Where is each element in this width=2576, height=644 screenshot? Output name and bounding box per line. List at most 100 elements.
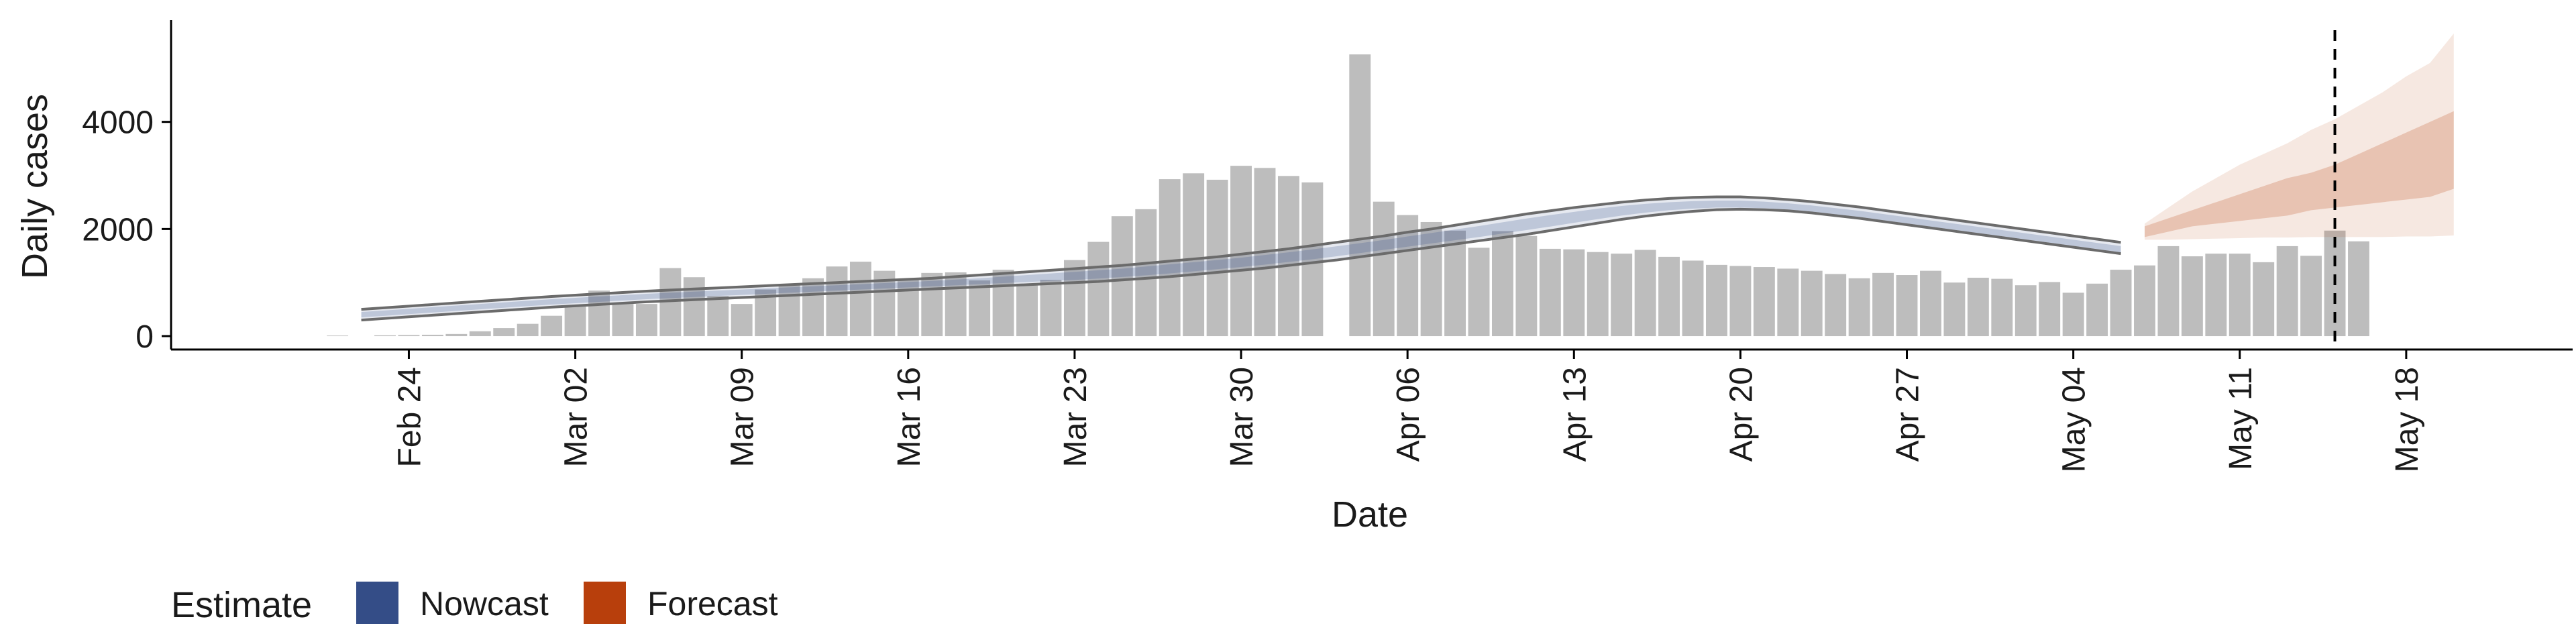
- x-tick-label: Apr 13: [1557, 367, 1593, 462]
- bar: [1349, 54, 1371, 337]
- legend: Estimate Nowcast Forecast: [171, 582, 778, 625]
- bar: [1397, 215, 1419, 337]
- bar: [1515, 235, 1538, 337]
- bar: [1706, 264, 1727, 337]
- x-tick-label: Mar 16: [892, 367, 927, 467]
- bar: [1468, 248, 1490, 337]
- bar: [1587, 252, 1609, 337]
- y-axis-title: Daily cases: [15, 94, 55, 279]
- bar: [2276, 246, 2298, 337]
- bar: [1753, 267, 1775, 337]
- bar: [921, 272, 943, 337]
- bar: [564, 307, 586, 337]
- bar: [2157, 246, 2180, 337]
- bar: [826, 266, 848, 337]
- nowcast-upper-line: [361, 195, 2121, 311]
- bar: [1729, 266, 1752, 337]
- bar: [849, 262, 871, 337]
- bar: [327, 335, 349, 337]
- bar: [1159, 179, 1181, 337]
- bar: [445, 333, 468, 337]
- x-tick-label: May 18: [2390, 367, 2425, 472]
- bar: [1492, 231, 1513, 337]
- nowcast-layer: [361, 195, 2121, 322]
- x-tick-label: Mar 30: [1224, 367, 1260, 467]
- y-tick-label: 4000: [82, 105, 154, 141]
- bar: [969, 280, 991, 337]
- bar: [1848, 278, 1870, 337]
- x-ticks: Feb 24 Mar 02 Mar 09 Mar 16 Mar 23 Mar 30 Apr …: [392, 350, 2425, 472]
- bar: [731, 304, 753, 337]
- bar: [1111, 216, 1133, 337]
- bar: [2015, 285, 2037, 337]
- legend-label-nowcast: Nowcast: [420, 585, 549, 623]
- bar: [1658, 256, 1680, 337]
- forecast-outer-band: [2144, 33, 2454, 240]
- bar: [541, 315, 563, 337]
- bar: [1777, 268, 1799, 337]
- x-axis-title: Date: [1332, 494, 1408, 535]
- bar: [2181, 256, 2203, 337]
- bar: [1539, 248, 1561, 337]
- bar: [683, 277, 705, 337]
- bar: [1943, 282, 1966, 337]
- bar: [2062, 292, 2084, 337]
- bar: [421, 335, 443, 337]
- bar: [2300, 256, 2322, 337]
- bar: [1183, 173, 1205, 337]
- bar: [1611, 254, 1633, 337]
- bar: [398, 335, 420, 337]
- nowcast-lower-line: [361, 207, 2121, 322]
- bar: [2253, 262, 2275, 337]
- bar: [612, 304, 634, 337]
- bar: [1682, 260, 1704, 337]
- legend-title: Estimate: [171, 585, 312, 625]
- bar: [1373, 201, 1395, 337]
- legend-swatch-forecast: [584, 582, 626, 624]
- y-ticks: 0 2000 4000: [82, 105, 171, 355]
- bar: [1016, 283, 1038, 337]
- y-tick-label: 2000: [82, 212, 154, 248]
- x-tick-label: Feb 24: [392, 367, 427, 467]
- x-tick-label: Apr 06: [1391, 367, 1426, 462]
- bar: [992, 270, 1014, 337]
- bar: [1277, 176, 1299, 337]
- bar: [1896, 275, 1918, 337]
- bar: [2348, 241, 2369, 337]
- bar: [1634, 250, 1656, 337]
- legend-label-forecast: Forecast: [647, 585, 778, 623]
- legend-swatch-nowcast: [356, 582, 398, 624]
- bar: [778, 285, 800, 337]
- bar: [1991, 278, 2013, 337]
- x-tick-label: Apr 27: [1890, 367, 1926, 462]
- bar: [1040, 280, 1062, 337]
- bar: [2134, 265, 2155, 337]
- x-tick-label: Apr 20: [1723, 367, 1759, 462]
- bar: [635, 304, 657, 337]
- bar: [1230, 166, 1252, 337]
- x-tick-label: Mar 09: [725, 367, 761, 467]
- bar: [517, 323, 539, 337]
- bar: [374, 335, 396, 337]
- bar: [802, 278, 824, 337]
- bar: [1801, 270, 1823, 337]
- bar: [1563, 249, 1585, 337]
- bar: [1920, 270, 1941, 337]
- bar: [2086, 283, 2108, 337]
- bar: [1135, 209, 1157, 337]
- bar: [1420, 221, 1442, 337]
- bar: [1063, 260, 1085, 337]
- bar: [1087, 241, 1110, 337]
- nowcast-outer-band: [361, 197, 2121, 321]
- bar: [1872, 272, 1894, 337]
- x-tick-label: May 11: [2223, 367, 2259, 470]
- bar: [945, 272, 967, 337]
- x-tick-label: May 04: [2057, 367, 2092, 472]
- bar: [1825, 274, 1847, 337]
- bar: [2110, 270, 2132, 337]
- bar: [493, 328, 515, 337]
- bar: [1301, 182, 1324, 337]
- bar: [2039, 282, 2061, 337]
- bar: [588, 290, 610, 337]
- x-tick-label: Mar 02: [559, 367, 594, 467]
